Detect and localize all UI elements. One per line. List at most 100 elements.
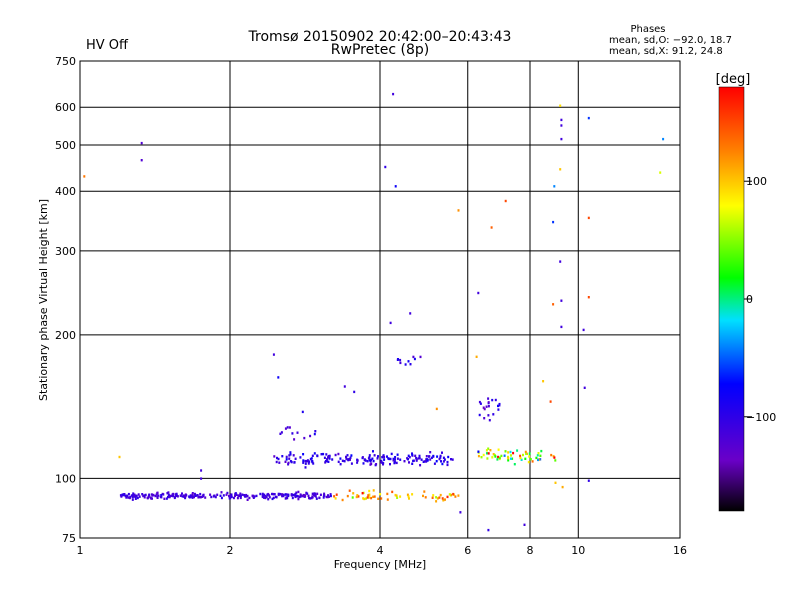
echo-point [406, 457, 409, 460]
echo-point [511, 457, 514, 460]
echo-point [333, 495, 336, 498]
echo-point [422, 460, 425, 463]
echo-point [291, 432, 294, 435]
echo-point [350, 462, 353, 465]
echo-point [363, 497, 366, 501]
echo-point [196, 494, 199, 497]
x-tick-label: 8 [527, 544, 534, 557]
echo-point [172, 494, 175, 498]
echo-point [447, 455, 450, 459]
echo-point [500, 454, 503, 458]
echo-point [489, 449, 492, 452]
echo-point [408, 497, 410, 500]
echo-point [413, 357, 416, 361]
echo-point [361, 456, 364, 459]
echo-point [409, 312, 412, 315]
echo-point [311, 454, 314, 457]
echo-point [477, 450, 480, 453]
echo-point [292, 454, 295, 457]
x-tick-label: 10 [571, 544, 585, 557]
echo-point [482, 453, 485, 457]
echo-point [252, 496, 255, 499]
echo-point [170, 494, 173, 497]
echo-point [347, 458, 350, 462]
echo-point [356, 459, 359, 462]
echo-point [322, 496, 325, 499]
echo-point [125, 496, 128, 499]
echo-point [134, 497, 137, 500]
echo-point [291, 496, 294, 500]
echo-point [582, 328, 585, 332]
echo-point [289, 453, 292, 456]
echo-point [524, 457, 527, 460]
echo-point [351, 496, 354, 499]
echo-point [432, 454, 435, 458]
echo-point [232, 496, 235, 500]
echo-point [412, 459, 415, 462]
echo-point [314, 494, 317, 497]
echo-point [287, 463, 290, 466]
echo-point [415, 458, 418, 461]
echo-point [349, 456, 352, 459]
echo-point [244, 495, 246, 498]
echo-point [121, 493, 124, 496]
echo-point [133, 495, 136, 498]
echo-point [268, 494, 271, 497]
echo-point [407, 454, 410, 457]
echo-point [246, 498, 249, 501]
echo-point [287, 493, 290, 496]
echo-point [442, 499, 445, 502]
echo-point [380, 461, 383, 464]
echo-point [404, 363, 407, 366]
echo-point [273, 455, 276, 458]
echo-point [181, 495, 184, 498]
echo-point [485, 405, 488, 408]
echo-point [560, 325, 563, 329]
echo-point [289, 451, 292, 454]
echo-point [325, 453, 328, 456]
echo-point [490, 226, 493, 229]
echo-point [560, 124, 563, 127]
echo-point [353, 390, 356, 394]
echo-point [202, 493, 205, 497]
echo-point [301, 410, 304, 414]
echo-point [184, 496, 187, 500]
hv-status: HV Off [86, 38, 129, 53]
echo-point [316, 492, 319, 495]
echo-point [204, 496, 207, 499]
echo-point [162, 493, 165, 496]
echo-point [141, 493, 144, 496]
echo-point [444, 498, 446, 501]
echo-point [483, 417, 486, 420]
echo-point [549, 400, 552, 403]
echo-point [587, 479, 590, 482]
echo-point [309, 434, 312, 438]
echo-point [362, 497, 365, 500]
echo-point [454, 495, 457, 498]
echo-point [486, 457, 489, 460]
echo-point [176, 495, 179, 498]
echo-point [389, 463, 391, 466]
echo-point [271, 497, 274, 501]
echo-point [386, 498, 389, 501]
echo-point [380, 459, 383, 463]
echo-point [396, 453, 399, 456]
echo-point [152, 493, 155, 497]
echo-point [230, 495, 233, 499]
echo-point [366, 460, 369, 463]
echo-point [477, 291, 480, 295]
echo-point [345, 457, 348, 460]
echo-point [266, 493, 269, 496]
echo-point [587, 296, 590, 299]
echo-point [219, 494, 222, 497]
echo-point [528, 455, 531, 458]
echo-point [411, 493, 414, 496]
echo-point [339, 457, 342, 460]
echo-point [234, 494, 236, 498]
echo-point [130, 494, 133, 497]
echo-point [392, 92, 395, 96]
echo-point [370, 462, 373, 465]
echo-point [377, 497, 380, 500]
echo-point [280, 493, 283, 496]
echo-point [482, 406, 485, 409]
